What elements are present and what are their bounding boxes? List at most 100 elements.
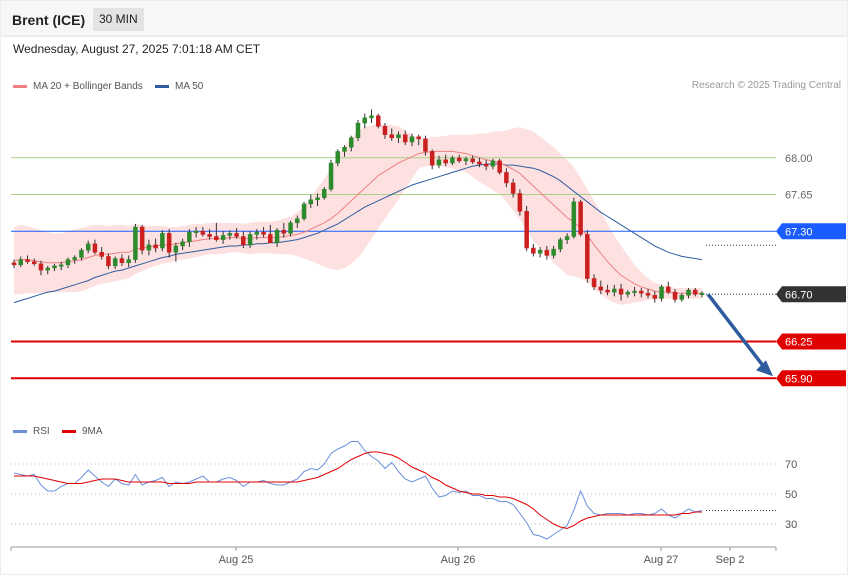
candle-body <box>537 249 543 254</box>
level-badge-label-3: 66.70 <box>785 289 813 301</box>
level-badge-label-2: 67.30 <box>785 226 813 238</box>
candle-body <box>652 295 658 299</box>
candle-body <box>301 203 307 219</box>
legend-rsi-swatch <box>13 430 27 433</box>
candle-body <box>463 158 469 162</box>
level-label-0: 68.00 <box>785 153 813 165</box>
legend-ma20-label: MA 20 + Bollinger Bands <box>33 81 143 92</box>
legend-rsi9-swatch <box>62 430 76 433</box>
candle-body <box>544 249 550 256</box>
x-tick-label-1: Aug 26 <box>441 554 476 566</box>
ma50-line <box>13 163 703 304</box>
candle-body <box>261 232 266 235</box>
candle-body <box>679 295 685 300</box>
candle-body <box>355 122 361 139</box>
legend-ma50-swatch <box>155 85 169 88</box>
candle-body <box>274 229 280 244</box>
timeframe-button[interactable]: 30 MIN <box>93 8 144 31</box>
forecast-arrow-head <box>756 360 773 377</box>
rsi-line <box>13 441 703 540</box>
timestamp: Wednesday, August 27, 2025 7:01:18 AM CE… <box>13 42 261 56</box>
candle-body <box>477 161 482 165</box>
candle-body <box>409 136 415 143</box>
candle-body <box>389 134 394 139</box>
candle-body <box>369 115 374 119</box>
candle-body <box>52 265 57 269</box>
candle-body <box>375 115 381 127</box>
candle-body <box>349 137 354 148</box>
candle-body <box>504 172 509 184</box>
legend-ma50: MA 50 <box>155 81 203 92</box>
candle-body <box>166 233 172 253</box>
candle-body <box>578 201 583 235</box>
candle-body <box>510 182 516 194</box>
x-tick-label-2: Aug 27 <box>644 554 679 566</box>
candle-body <box>11 262 17 266</box>
candle-body <box>382 126 388 135</box>
candle-body <box>558 239 563 250</box>
candle-body <box>402 134 408 143</box>
candle-body <box>423 138 428 152</box>
legend-ma50-label: MA 50 <box>175 81 204 92</box>
level-badge-2 <box>776 223 846 240</box>
candle-body <box>362 117 367 124</box>
candle-body <box>85 243 91 251</box>
candle-body <box>173 245 179 253</box>
legend-rsi: RSI <box>13 426 50 437</box>
candle-body <box>99 252 104 257</box>
candle-body <box>234 233 239 237</box>
candle-body <box>490 160 496 167</box>
candle-body <box>38 263 44 271</box>
candle-body <box>268 234 273 244</box>
candle-body <box>659 286 664 299</box>
candle-body <box>396 134 401 139</box>
candle-body <box>443 159 448 164</box>
candle-body <box>342 147 347 152</box>
candle-body <box>571 201 577 237</box>
candle-body <box>79 249 84 258</box>
candle-body <box>193 231 199 233</box>
candle-body <box>207 234 212 237</box>
level-badge-label-5: 65.90 <box>785 373 813 385</box>
candle-body <box>288 222 293 234</box>
level-badge-label-4: 66.25 <box>785 337 813 349</box>
candle-body <box>322 189 327 198</box>
candle-body <box>281 229 287 234</box>
candle-body <box>308 199 314 205</box>
rsi-tick-label-0: 70 <box>785 459 797 471</box>
level-label-1: 67.65 <box>785 190 813 202</box>
candle-body <box>632 290 637 293</box>
candle-body <box>699 292 705 295</box>
instrument-title: Brent (ICE) <box>12 12 86 28</box>
candle-body <box>531 247 536 254</box>
candle-body <box>564 236 570 240</box>
candle-body <box>645 292 651 296</box>
candle-body <box>335 151 341 164</box>
header-bar: Brent (ICE) 30 MIN <box>0 0 848 36</box>
candle-body <box>227 233 233 236</box>
candle-body <box>436 159 442 166</box>
candle-body <box>693 289 698 295</box>
rsi-tick-label-2: 30 <box>785 519 797 531</box>
candle-body <box>591 278 597 288</box>
legend-ma20: MA 20 + Bollinger Bands <box>13 81 143 92</box>
candle-body <box>639 290 644 294</box>
x-tick-label-0: Aug 25 <box>219 554 254 566</box>
x-tick-label-3: Sep 2 <box>716 554 745 566</box>
candle-body <box>605 289 610 293</box>
candle-body <box>187 232 192 243</box>
candle-body <box>517 193 523 212</box>
candle-body <box>618 288 624 295</box>
candle-body <box>295 218 300 224</box>
candle-body <box>247 234 253 246</box>
candle-body <box>112 258 118 267</box>
candle-body <box>31 261 37 265</box>
candle-body <box>612 288 617 293</box>
candle-body <box>18 259 23 266</box>
candle-body <box>106 256 111 267</box>
candle-body <box>214 236 219 240</box>
candle-body <box>524 211 529 249</box>
candle-body <box>416 136 421 140</box>
